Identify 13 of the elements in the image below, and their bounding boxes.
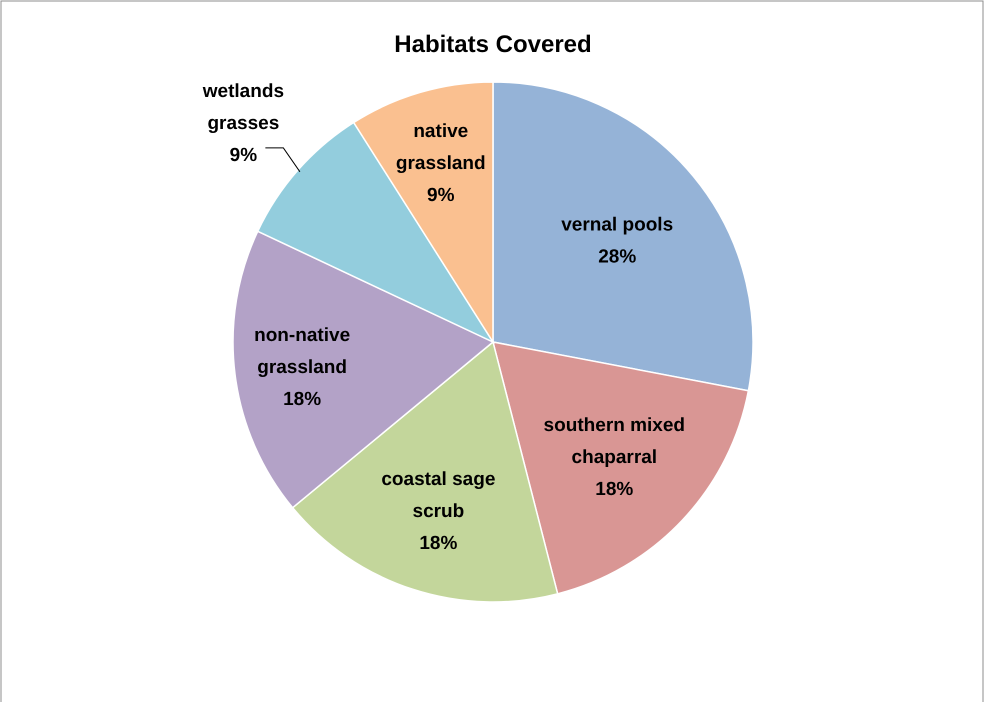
data-label: 9% bbox=[230, 144, 258, 166]
slice-label: native grassland bbox=[396, 121, 486, 174]
data-label: 9% bbox=[427, 185, 455, 206]
slice-label: vernal pools bbox=[561, 214, 674, 236]
data-label: 28% bbox=[598, 246, 636, 268]
data-label: 18% bbox=[595, 478, 634, 500]
data-label: 18% bbox=[419, 533, 458, 554]
slice-label: wetlands grasses bbox=[202, 80, 284, 134]
slice-label: non-native grassland bbox=[254, 325, 350, 378]
slice-label: southern mixed chaparral bbox=[544, 414, 686, 468]
slice-label: coastal sage scrub bbox=[381, 469, 496, 522]
data-label: 18% bbox=[283, 389, 322, 410]
chart-title: Habitats Covered bbox=[394, 31, 592, 58]
